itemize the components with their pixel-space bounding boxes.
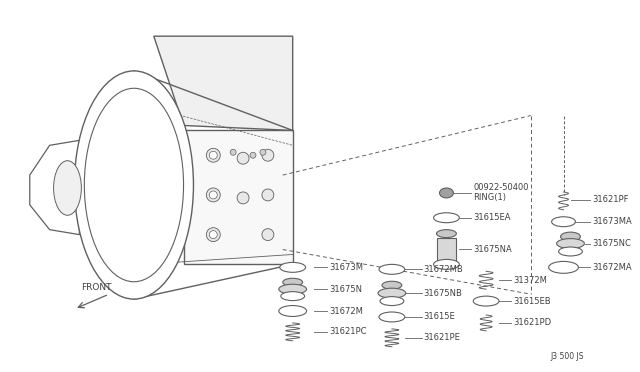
Text: 31372M: 31372M [513, 276, 547, 285]
Ellipse shape [561, 232, 580, 241]
Text: 31621PC: 31621PC [330, 327, 367, 336]
Ellipse shape [379, 312, 404, 322]
Ellipse shape [209, 151, 217, 159]
Bar [436, 238, 456, 263]
Text: 31673MA: 31673MA [592, 217, 632, 226]
Ellipse shape [262, 229, 274, 241]
Ellipse shape [433, 213, 460, 223]
Text: 31615EA: 31615EA [473, 213, 511, 222]
Ellipse shape [283, 278, 303, 286]
Polygon shape [30, 140, 79, 235]
Ellipse shape [250, 152, 256, 158]
Ellipse shape [209, 231, 217, 238]
Ellipse shape [84, 88, 184, 282]
Ellipse shape [262, 149, 274, 161]
Text: 00922-50400: 00922-50400 [473, 183, 529, 192]
Ellipse shape [548, 262, 579, 273]
Ellipse shape [559, 247, 582, 256]
Ellipse shape [206, 188, 220, 202]
Ellipse shape [230, 149, 236, 155]
Ellipse shape [279, 284, 307, 294]
Text: 31675NB: 31675NB [424, 289, 463, 298]
Ellipse shape [54, 161, 81, 215]
Ellipse shape [379, 264, 404, 274]
Ellipse shape [237, 192, 249, 204]
Text: 31672MA: 31672MA [592, 263, 632, 272]
Text: 31675N: 31675N [330, 285, 362, 294]
Ellipse shape [433, 259, 460, 269]
Text: 31672M: 31672M [330, 307, 364, 315]
Ellipse shape [281, 292, 305, 301]
Ellipse shape [557, 238, 584, 248]
Text: FRONT: FRONT [81, 283, 112, 292]
Ellipse shape [206, 148, 220, 162]
Ellipse shape [237, 152, 249, 164]
Ellipse shape [206, 228, 220, 241]
Text: J3 500 JS: J3 500 JS [550, 352, 584, 361]
Ellipse shape [473, 296, 499, 306]
Ellipse shape [380, 296, 404, 305]
Ellipse shape [552, 217, 575, 227]
Text: 31675NA: 31675NA [473, 245, 512, 254]
Ellipse shape [279, 305, 307, 317]
Text: 31675NC: 31675NC [592, 239, 631, 248]
Text: 31615EB: 31615EB [513, 296, 550, 305]
Text: 31673M: 31673M [330, 263, 364, 272]
Polygon shape [154, 36, 292, 131]
Text: 31621PE: 31621PE [424, 333, 461, 342]
Ellipse shape [378, 288, 406, 298]
Ellipse shape [74, 71, 193, 299]
Text: 31672MB: 31672MB [424, 265, 463, 274]
Text: 31615E: 31615E [424, 312, 456, 321]
Ellipse shape [382, 281, 402, 289]
Ellipse shape [262, 189, 274, 201]
Polygon shape [184, 131, 292, 264]
Ellipse shape [260, 149, 266, 155]
Ellipse shape [436, 230, 456, 238]
Text: 31621PF: 31621PF [592, 195, 628, 204]
Ellipse shape [209, 191, 217, 199]
Ellipse shape [440, 188, 453, 198]
Text: 31621PD: 31621PD [513, 318, 551, 327]
Text: RING(1): RING(1) [473, 193, 506, 202]
Ellipse shape [280, 262, 305, 272]
